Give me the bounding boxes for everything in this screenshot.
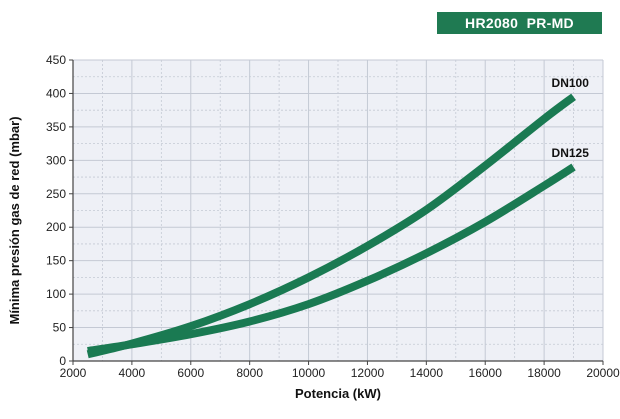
y-tick-label: 300 xyxy=(46,153,66,167)
series-line-dn100 xyxy=(86,93,576,359)
x-tick-label: 8000 xyxy=(236,366,263,380)
model-badge: HR2080 PR-MD xyxy=(437,12,602,34)
y-tick-label: 200 xyxy=(46,220,66,234)
y-axis-title: Mínima presión gas de red (mbar) xyxy=(7,116,22,324)
series-label-dn125: DN125 xyxy=(552,146,590,160)
series-layer xyxy=(86,93,576,359)
axes xyxy=(69,59,604,365)
y-tick-label: 50 xyxy=(53,321,67,335)
x-tick-label: 16000 xyxy=(469,366,503,380)
x-axis-title: Potencia (kW) xyxy=(295,386,381,401)
x-tick-label: 14000 xyxy=(410,366,444,380)
x-tick-label: 12000 xyxy=(351,366,385,380)
series-label-dn100: DN100 xyxy=(552,76,590,90)
y-tick-label: 0 xyxy=(59,354,66,368)
x-tick-label: 6000 xyxy=(177,366,204,380)
y-tick-label: 100 xyxy=(46,287,66,301)
label-layer: 2000 4000 6000 8000 10000 12000 14000 16000 1800… xyxy=(46,53,620,380)
y-tick-label: 450 xyxy=(46,53,66,67)
series-line-dn125 xyxy=(87,163,576,355)
x-tick-label: 20000 xyxy=(586,366,620,380)
x-tick-label: 18000 xyxy=(527,366,561,380)
x-tick-label: 10000 xyxy=(292,366,326,380)
x-tick-label: 4000 xyxy=(119,366,146,380)
y-tick-label: 350 xyxy=(46,120,66,134)
y-tick-label: 400 xyxy=(46,86,66,100)
y-tick-label: 150 xyxy=(46,254,66,268)
y-tick-label: 250 xyxy=(46,187,66,201)
x-tick-label: 2000 xyxy=(60,366,87,380)
